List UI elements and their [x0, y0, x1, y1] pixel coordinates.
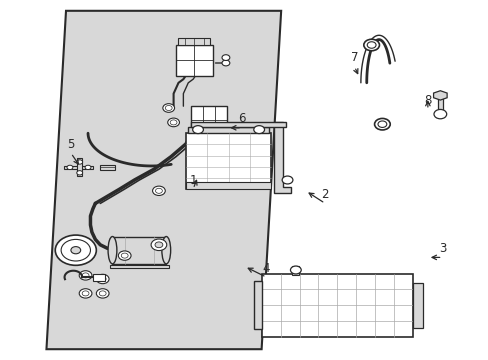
Circle shape — [155, 188, 162, 193]
Circle shape — [77, 171, 82, 175]
Circle shape — [99, 276, 106, 282]
Circle shape — [366, 42, 375, 48]
Circle shape — [222, 60, 229, 66]
Text: 7: 7 — [350, 51, 358, 64]
Bar — [100, 165, 115, 170]
Circle shape — [61, 239, 90, 261]
Text: 4: 4 — [262, 262, 270, 275]
Circle shape — [170, 120, 177, 125]
Circle shape — [167, 118, 179, 127]
Circle shape — [55, 235, 96, 265]
Ellipse shape — [162, 237, 170, 264]
Circle shape — [71, 247, 81, 254]
Polygon shape — [273, 122, 290, 193]
Bar — [412, 283, 422, 328]
Bar — [292, 266, 299, 275]
Polygon shape — [77, 158, 82, 176]
Circle shape — [152, 186, 165, 195]
Circle shape — [67, 165, 73, 170]
Circle shape — [163, 104, 174, 112]
Bar — [190, 106, 227, 133]
Circle shape — [363, 39, 379, 51]
Bar — [93, 274, 105, 281]
Circle shape — [374, 118, 389, 130]
Circle shape — [79, 271, 92, 280]
Text: 8: 8 — [423, 94, 431, 107]
Bar — [188, 127, 268, 133]
Bar — [112, 237, 166, 264]
Ellipse shape — [108, 237, 117, 264]
Circle shape — [377, 121, 386, 127]
Circle shape — [82, 291, 89, 296]
Circle shape — [155, 242, 163, 248]
Polygon shape — [433, 91, 446, 100]
Circle shape — [290, 266, 301, 274]
Polygon shape — [63, 166, 93, 169]
Circle shape — [118, 251, 131, 260]
Circle shape — [85, 165, 91, 170]
Circle shape — [151, 239, 166, 251]
Polygon shape — [46, 11, 281, 349]
Circle shape — [282, 176, 292, 184]
Bar — [185, 133, 271, 189]
Bar — [437, 95, 442, 113]
Bar — [193, 133, 224, 140]
Polygon shape — [254, 281, 261, 329]
Text: 1: 1 — [189, 174, 197, 186]
Circle shape — [99, 291, 106, 296]
Circle shape — [82, 273, 89, 278]
Circle shape — [433, 109, 446, 119]
Circle shape — [222, 55, 229, 60]
Circle shape — [253, 126, 264, 134]
Bar — [185, 182, 271, 189]
Circle shape — [165, 105, 172, 111]
Circle shape — [79, 289, 92, 298]
Bar — [261, 274, 412, 337]
Bar — [178, 38, 210, 45]
Bar — [190, 122, 285, 127]
Bar — [176, 45, 212, 76]
Text: 2: 2 — [321, 188, 328, 201]
Text: 6: 6 — [238, 112, 245, 125]
Text: 3: 3 — [438, 242, 446, 255]
Bar — [110, 265, 168, 268]
Circle shape — [192, 126, 203, 134]
Circle shape — [96, 289, 109, 298]
Circle shape — [121, 253, 128, 258]
Circle shape — [77, 160, 82, 164]
Text: 5: 5 — [67, 138, 75, 150]
Circle shape — [96, 274, 109, 284]
